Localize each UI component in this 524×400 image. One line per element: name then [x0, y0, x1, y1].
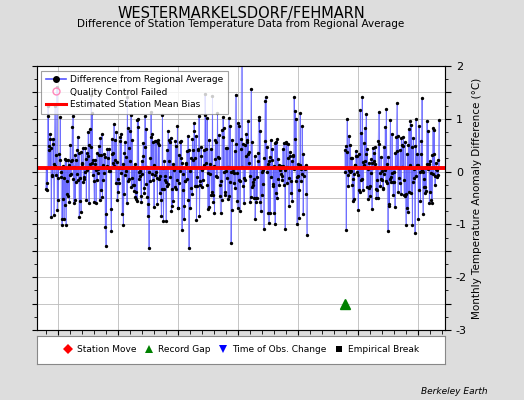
Text: Difference of Station Temperature Data from Regional Average: Difference of Station Temperature Data f… [78, 19, 405, 29]
Text: WESTERMARKELSDORF/FEHMARN: WESTERMARKELSDORF/FEHMARN [117, 6, 365, 21]
Y-axis label: Monthly Temperature Anomaly Difference (°C): Monthly Temperature Anomaly Difference (… [473, 77, 483, 319]
Legend: Station Move, Record Gap, Time of Obs. Change, Empirical Break: Station Move, Record Gap, Time of Obs. C… [60, 343, 422, 357]
Legend: Difference from Regional Average, Quality Control Failed, Estimated Station Mean: Difference from Regional Average, Qualit… [41, 70, 228, 114]
Text: Berkeley Earth: Berkeley Earth [421, 387, 487, 396]
